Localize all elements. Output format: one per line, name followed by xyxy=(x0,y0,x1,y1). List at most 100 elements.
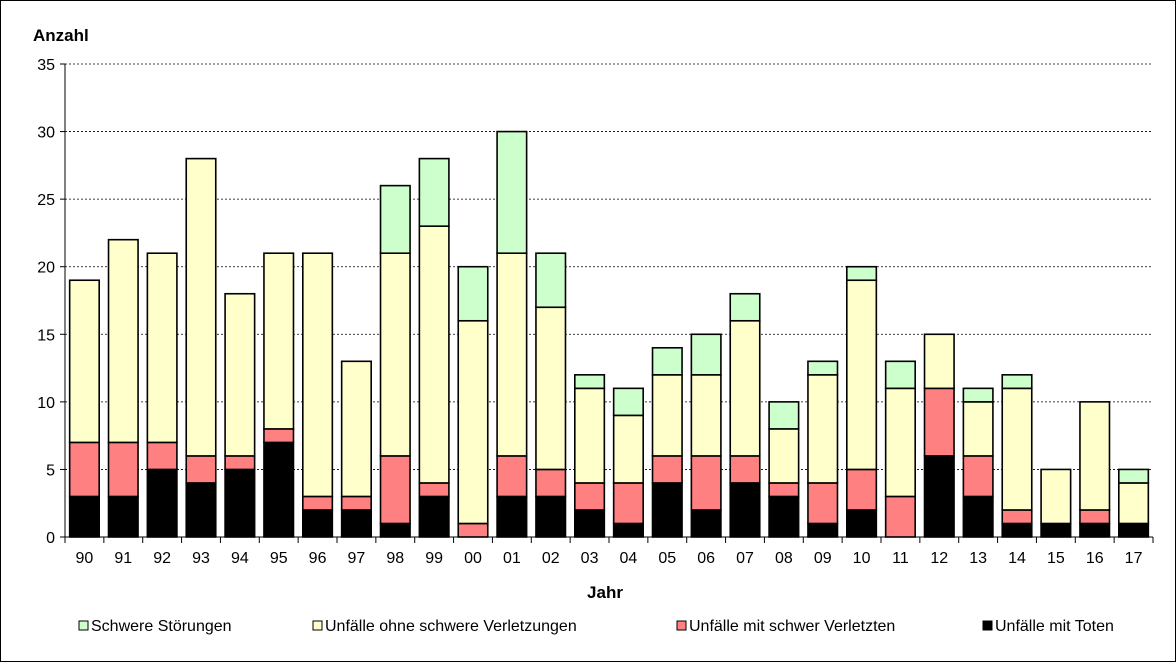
bar-segment-95-s1 xyxy=(263,428,295,444)
bar-segment-92-s0 xyxy=(146,468,178,538)
bar-segment-04-s1 xyxy=(612,482,644,525)
bar-segment-92-s1 xyxy=(146,441,178,471)
legend-label-3: Unfälle mit Toten xyxy=(995,618,1114,635)
x-tick-label-11: 11 xyxy=(892,550,909,567)
bar-segment-16-s0 xyxy=(1079,522,1111,538)
legend-swatch-1 xyxy=(312,620,323,631)
bar-segment-06-s1 xyxy=(690,455,722,511)
bar-segment-00-s2 xyxy=(457,319,489,525)
bar-segment-03-s0 xyxy=(574,509,606,538)
bar-segment-00-s1 xyxy=(457,522,489,538)
bar-segment-03-s3 xyxy=(574,374,606,390)
x-tick-label-93: 93 xyxy=(192,550,210,567)
bar-segment-09-s2 xyxy=(807,374,839,484)
bar-segment-93-s2 xyxy=(185,157,217,457)
bar-segment-05-s3 xyxy=(651,346,683,376)
x-tick-label-15: 15 xyxy=(1047,550,1065,567)
bar-segment-00-s3 xyxy=(457,265,489,322)
bar-segment-04-s2 xyxy=(612,414,644,484)
bar-segment-13-s3 xyxy=(962,387,994,403)
bar-segment-12-s2 xyxy=(923,333,955,390)
bar-segment-10-s3 xyxy=(846,265,878,282)
bar-segment-16-s2 xyxy=(1079,401,1111,511)
x-tick-label-05: 05 xyxy=(658,550,676,567)
bar-segment-04-s0 xyxy=(612,522,644,538)
bar-segment-10-s1 xyxy=(846,468,878,511)
bar-segment-97-s1 xyxy=(340,495,372,511)
bar-segment-99-s3 xyxy=(418,157,450,227)
y-tick-label: 10 xyxy=(37,395,55,412)
bar-segment-03-s2 xyxy=(574,387,606,484)
x-tick-label-16: 16 xyxy=(1086,550,1104,567)
bar-segment-98-s3 xyxy=(379,184,411,254)
bar-segment-09-s1 xyxy=(807,482,839,525)
bar-segment-90-s1 xyxy=(68,441,100,498)
bar-segment-95-s0 xyxy=(263,441,295,538)
bar-segment-05-s0 xyxy=(651,482,683,538)
bar-segment-08-s1 xyxy=(768,482,800,498)
x-axis-title: Jahr xyxy=(587,583,623,602)
bar-segment-01-s1 xyxy=(496,455,528,498)
y-tick-label: 30 xyxy=(37,125,55,142)
bar-segment-96-s0 xyxy=(302,509,334,538)
bar-segment-94-s1 xyxy=(224,455,256,471)
x-tick-label-98: 98 xyxy=(386,550,404,567)
bar-segment-91-s1 xyxy=(107,441,139,498)
bar-segment-04-s3 xyxy=(612,387,644,417)
axes xyxy=(60,63,1154,543)
y-tick-label: 25 xyxy=(37,192,55,209)
x-tick-label-10: 10 xyxy=(853,550,871,567)
bar-segment-91-s2 xyxy=(107,238,139,444)
x-tick-label-94: 94 xyxy=(231,550,249,567)
bar-segment-11-s2 xyxy=(884,387,916,498)
bar-segment-96-s2 xyxy=(302,252,334,498)
x-tick-label-95: 95 xyxy=(270,550,288,567)
bars xyxy=(68,130,1150,538)
bar-segment-15-s0 xyxy=(1040,522,1072,538)
bar-segment-13-s2 xyxy=(962,401,994,457)
y-tick-label: 35 xyxy=(37,57,55,74)
bar-segment-90-s0 xyxy=(68,495,100,538)
bar-segment-07-s0 xyxy=(729,482,761,538)
bar-segment-92-s2 xyxy=(146,252,178,444)
bar-segment-02-s3 xyxy=(535,252,567,309)
bar-segment-07-s1 xyxy=(729,455,761,484)
bar-segment-98-s0 xyxy=(379,522,411,538)
x-tick-label-06: 06 xyxy=(697,550,715,567)
bar-segment-01-s0 xyxy=(496,495,528,538)
bar-segment-99-s1 xyxy=(418,482,450,498)
bar-segment-05-s1 xyxy=(651,455,683,484)
bar-segment-17-s2 xyxy=(1118,482,1150,525)
bar-segment-15-s2 xyxy=(1040,468,1072,525)
bar-segment-94-s2 xyxy=(224,292,256,457)
y-tick-label: 0 xyxy=(46,530,55,547)
bar-segment-10-s2 xyxy=(846,279,878,471)
bar-segment-13-s1 xyxy=(962,455,994,498)
x-tick-label-13: 13 xyxy=(969,550,987,567)
legend-label-1: Unfälle ohne schwere Verletzungen xyxy=(325,618,577,635)
bar-segment-01-s3 xyxy=(496,130,528,254)
y-tick-labels: 0 5 10 15 20 25 30 35 xyxy=(37,57,55,547)
bar-segment-94-s0 xyxy=(224,468,256,538)
bar-segment-09-s0 xyxy=(807,522,839,538)
bar-segment-16-s1 xyxy=(1079,509,1111,525)
bar-segment-10-s0 xyxy=(846,509,878,538)
bar-segment-02-s1 xyxy=(535,468,567,498)
bar-segment-06-s3 xyxy=(690,333,722,376)
x-tick-label-91: 91 xyxy=(114,550,132,567)
bar-segment-99-s2 xyxy=(418,225,450,484)
bar-segment-11-s3 xyxy=(884,360,916,390)
legend-swatch-0 xyxy=(78,620,89,631)
x-tick-label-00: 00 xyxy=(464,550,482,567)
bar-segment-14-s3 xyxy=(1001,374,1033,390)
x-tick-labels: 90 91 92 93 94 95 96 97 98 99 00 01 02 03 04 05 06 07 08 09… xyxy=(76,550,1143,567)
y-axis-title: Anzahl xyxy=(33,26,89,45)
bar-segment-17-s3 xyxy=(1118,468,1150,484)
x-tick-label-14: 14 xyxy=(1008,550,1026,567)
bar-segment-12-s1 xyxy=(923,387,955,457)
x-tick-label-12: 12 xyxy=(930,550,948,567)
bar-segment-03-s1 xyxy=(574,482,606,511)
bar-segment-09-s3 xyxy=(807,360,839,376)
bar-segment-08-s0 xyxy=(768,495,800,538)
